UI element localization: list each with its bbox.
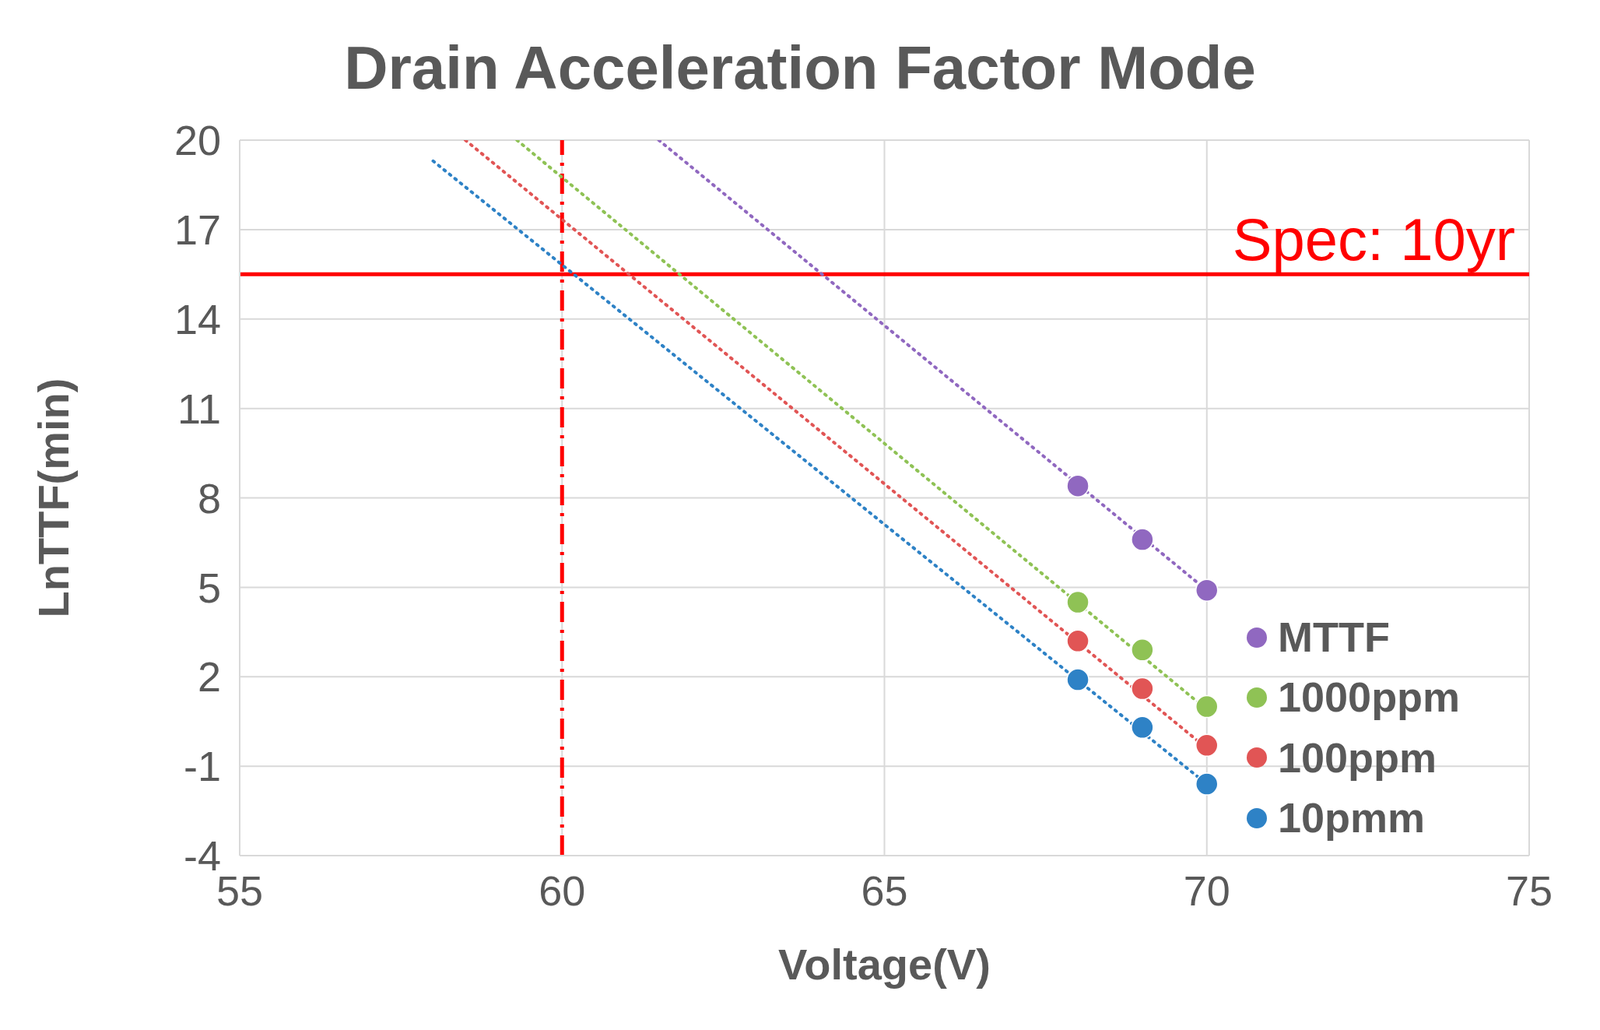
svg-text:5: 5 (197, 564, 222, 611)
svg-text:Spec: 10yr: Spec: 10yr (1232, 206, 1516, 273)
html-text:100ppm: 100ppm (1277, 733, 1437, 781)
svg-text:Voltage(V): Voltage(V) (778, 939, 991, 989)
svg-text:70: 70 (1183, 866, 1231, 914)
html-text:1000ppm: 1000ppm (1277, 673, 1460, 721)
svg-text:60: 60 (538, 866, 586, 914)
html-text:MTTF: MTTF (1277, 613, 1390, 660)
svg-text:2: 2 (197, 652, 222, 700)
svg-text:65: 65 (860, 866, 908, 914)
svg-text:LnTTF(min): LnTTF(min) (28, 378, 78, 618)
html-text:Drain Acceleration Factor Mode: Drain Acceleration Factor Mode (344, 33, 1256, 102)
svg-text:20: 20 (174, 116, 222, 164)
svg-text:17: 17 (174, 206, 222, 253)
svg-text:55: 55 (216, 866, 264, 914)
svg-text:75: 75 (1505, 866, 1553, 914)
svg-text:-1: -1 (183, 742, 222, 790)
svg-text:14: 14 (174, 295, 222, 343)
svg-text:-4: -4 (183, 831, 222, 879)
svg-text:11: 11 (177, 385, 222, 432)
html-text:10pmm: 10pmm (1277, 793, 1425, 841)
svg-text:8: 8 (197, 474, 222, 522)
